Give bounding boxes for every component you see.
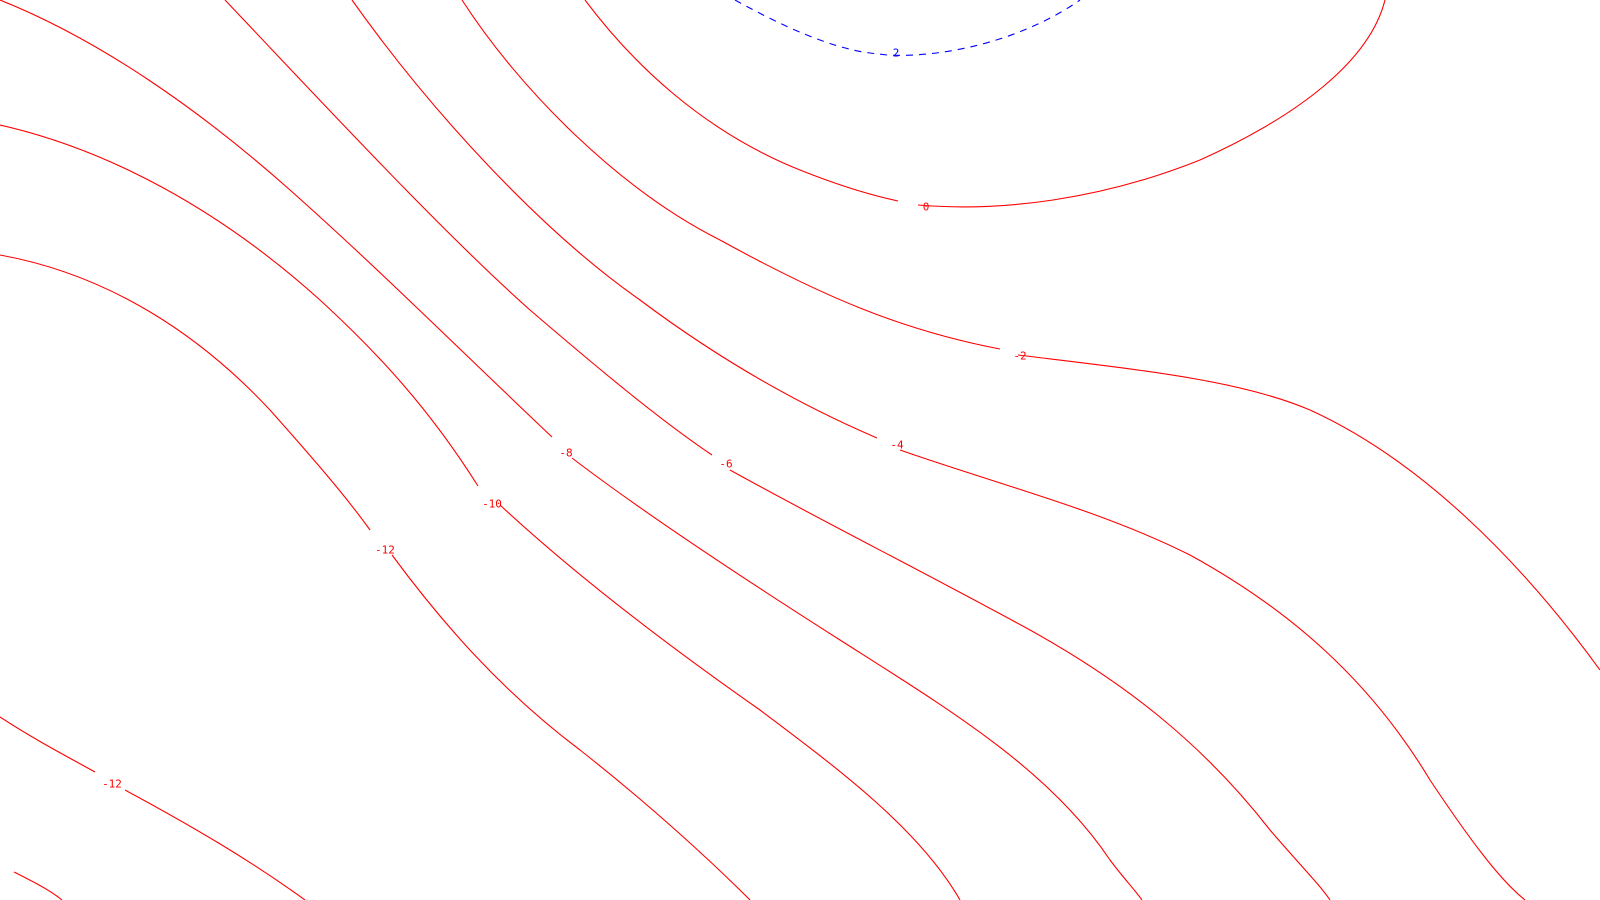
contour-label-0: 0 <box>923 201 930 214</box>
contour-line-minus-10 <box>0 124 961 900</box>
contour-line-0 <box>584 0 1386 208</box>
contour-line-minus-12-upper <box>0 254 751 900</box>
contour-label-minus-8: -8 <box>559 447 572 460</box>
contour-label-minus-2: -2 <box>1013 350 1026 363</box>
contour-line-minus-14 <box>13 871 63 900</box>
contour-label-plus-2: 2 <box>893 47 900 60</box>
contour-line-minus-2 <box>461 0 1600 671</box>
contour-label-minus-4: -4 <box>890 439 904 452</box>
contour-label-minus-6: -6 <box>719 458 732 471</box>
contour-label-minus-10: -10 <box>482 498 502 511</box>
contour-line-minus-4 <box>351 0 1526 900</box>
contour-label-minus-12-upper: -12 <box>375 544 395 557</box>
contour-line-minus-12-lower <box>0 716 306 900</box>
contour-label-minus-12-lower: -12 <box>102 778 122 791</box>
contour-line-minus-8 <box>0 0 1143 900</box>
contour-line-minus-6 <box>224 0 1331 900</box>
contour-line-plus-2 <box>734 0 1081 56</box>
